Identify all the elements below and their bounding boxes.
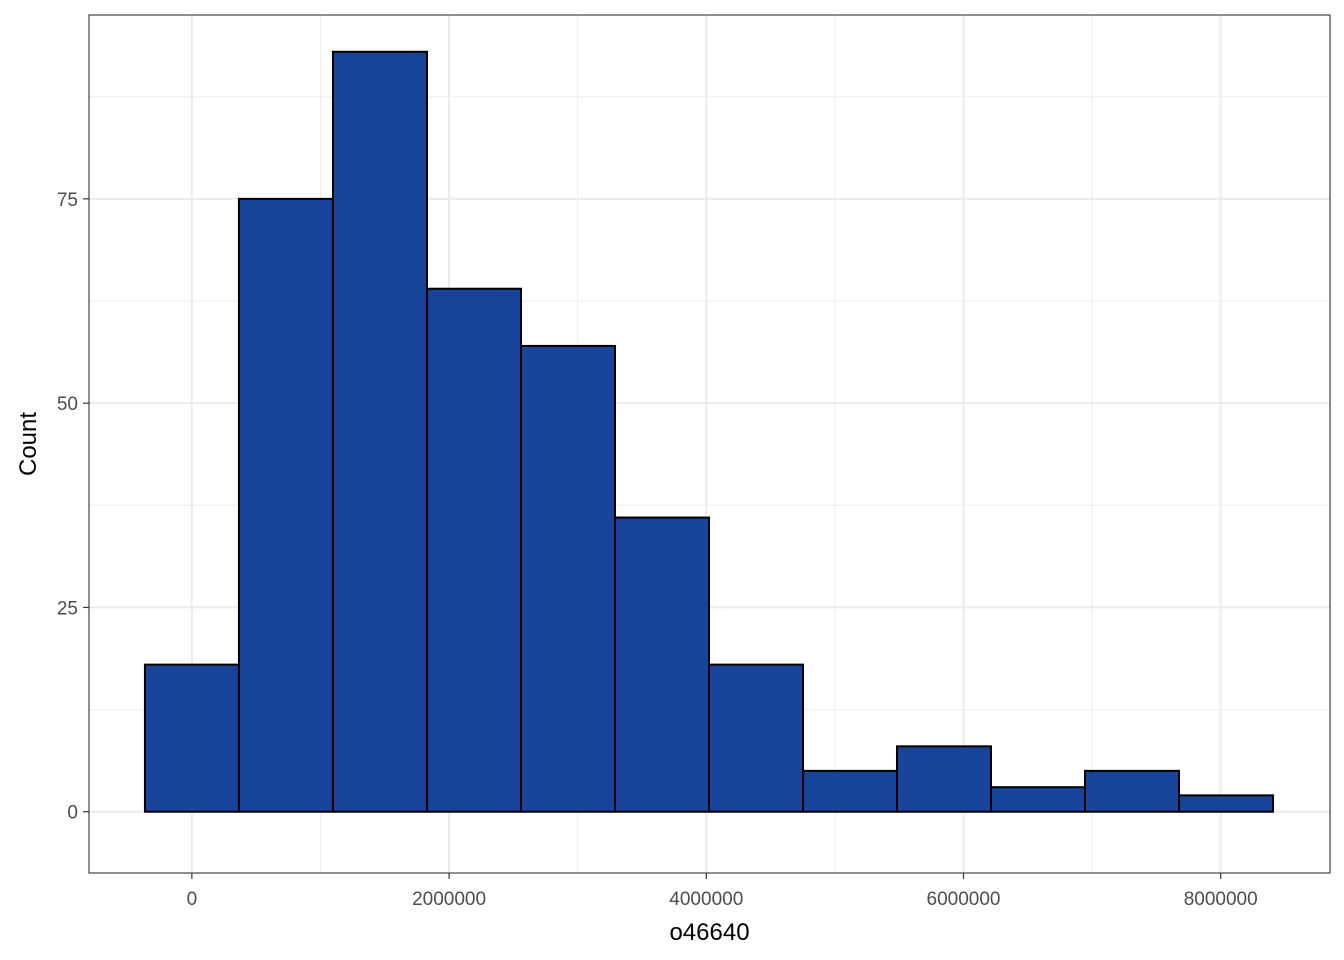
y-axis-title: Count xyxy=(15,412,42,476)
x-tick-label: 4000000 xyxy=(669,889,743,910)
x-tick-label: 0 xyxy=(187,889,198,910)
histogram-bar-1 xyxy=(143,663,240,813)
x-tick-label: 6000000 xyxy=(927,889,1001,910)
histogram-bar-2 xyxy=(237,197,334,813)
histogram-bar-4 xyxy=(425,287,522,813)
y-tick-label: 50 xyxy=(57,394,78,415)
x-axis-title: o46640 xyxy=(669,919,749,946)
histogram-bars xyxy=(143,50,1275,813)
x-tick-label: 2000000 xyxy=(412,889,486,910)
histogram-bar-7 xyxy=(707,663,804,813)
x-tick-label: 8000000 xyxy=(1184,889,1258,910)
histogram-bar-11 xyxy=(1084,769,1181,813)
histogram-bar-5 xyxy=(519,344,616,813)
histogram-bar-9 xyxy=(896,745,993,813)
histogram-bar-10 xyxy=(990,786,1087,813)
histogram-bar-3 xyxy=(331,50,428,813)
y-tick-label: 25 xyxy=(57,598,78,619)
histogram-bar-12 xyxy=(1178,794,1275,813)
y-axis: 0 25 50 75 xyxy=(57,190,89,824)
y-tick-label: 0 xyxy=(67,803,78,824)
histogram-bar-6 xyxy=(613,516,710,813)
histogram-bar-8 xyxy=(801,769,899,813)
panel-border xyxy=(88,14,1331,874)
x-axis: 0 2000000 4000000 6000000 8000000 xyxy=(187,873,1258,910)
y-tick-label: 75 xyxy=(57,190,78,211)
